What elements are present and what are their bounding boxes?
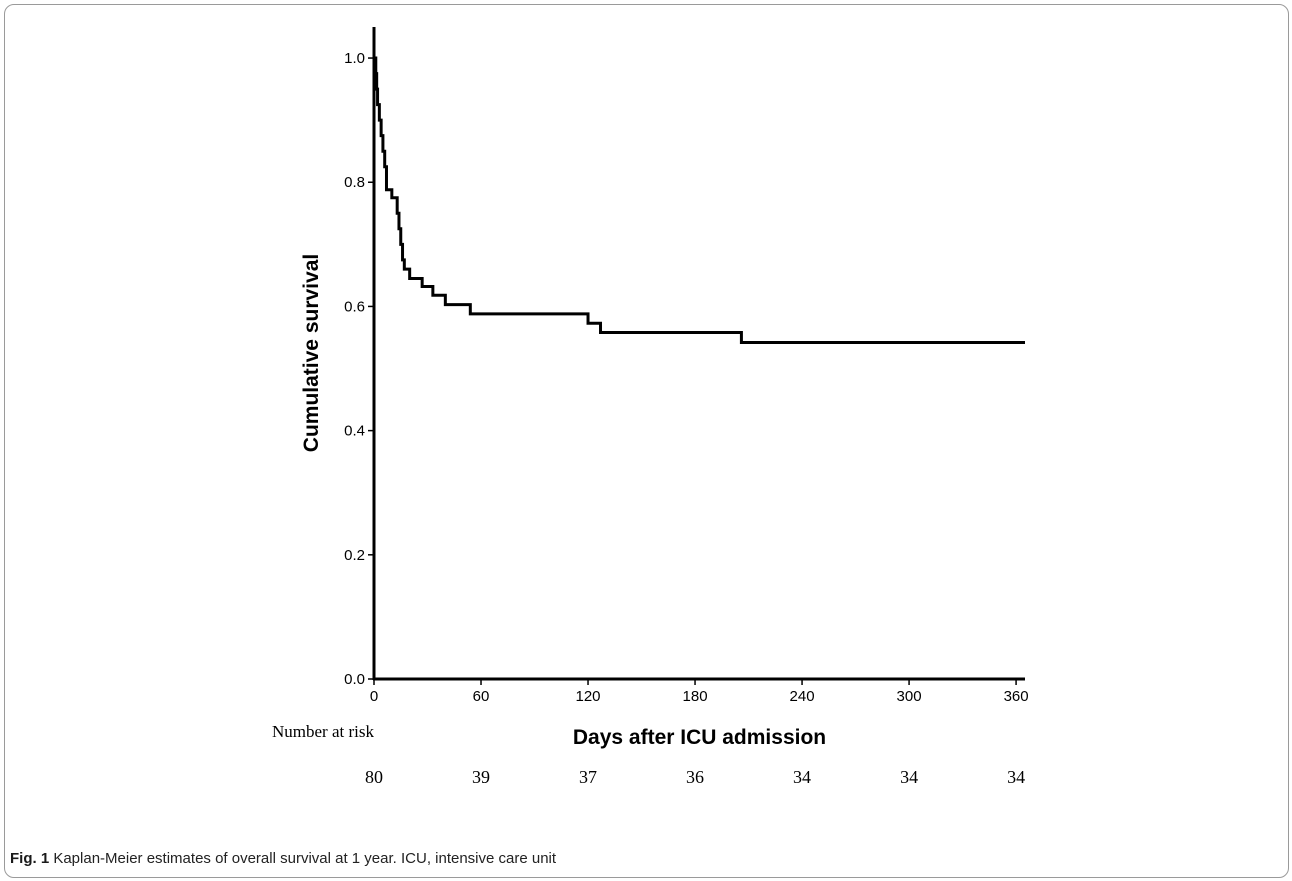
survival-curve <box>374 56 1025 344</box>
figure-caption: Fig. 1 Kaplan-Meier estimates of overall… <box>10 850 556 867</box>
x-tick-label: 120 <box>576 688 601 705</box>
x-tick-label: 300 <box>897 688 922 705</box>
x-tick-label: 240 <box>790 688 815 705</box>
x-axis-title: Days after ICU admission <box>573 726 826 749</box>
caption-text: Kaplan-Meier estimates of overall surviv… <box>49 850 557 867</box>
x-tick-label: 180 <box>683 688 708 705</box>
x-tick-label: 60 <box>473 688 490 705</box>
x-tick-label: 0 <box>370 688 378 705</box>
number-at-risk-value: 34 <box>900 767 919 787</box>
number-at-risk-title: Number at risk <box>272 722 374 741</box>
number-at-risk-value: 37 <box>579 767 598 787</box>
y-tick-label: 0.0 <box>344 671 365 688</box>
survival-chart: 0.0 0.2 0.4 0.6 0.8 1.0 0 60 120 180 240 300 360 Days… <box>300 27 1029 749</box>
figure-frame <box>4 4 1289 878</box>
y-tick-label: 0.6 <box>344 298 365 315</box>
y-tick-label: 0.8 <box>344 174 365 191</box>
y-tick-label: 0.2 <box>344 547 365 564</box>
y-tick-label: 1.0 <box>344 50 365 67</box>
y-axis-title: Cumulative survival <box>300 254 323 452</box>
number-at-risk-value: 34 <box>1007 767 1026 787</box>
number-at-risk-value: 39 <box>472 767 490 787</box>
x-tick-label: 360 <box>1004 688 1029 705</box>
y-tick-label: 0.4 <box>344 423 365 440</box>
caption-label: Fig. 1 <box>10 850 50 867</box>
number-at-risk-value: 80 <box>365 767 383 787</box>
number-at-risk-value: 34 <box>793 767 812 787</box>
number-at-risk-value: 36 <box>686 767 705 787</box>
